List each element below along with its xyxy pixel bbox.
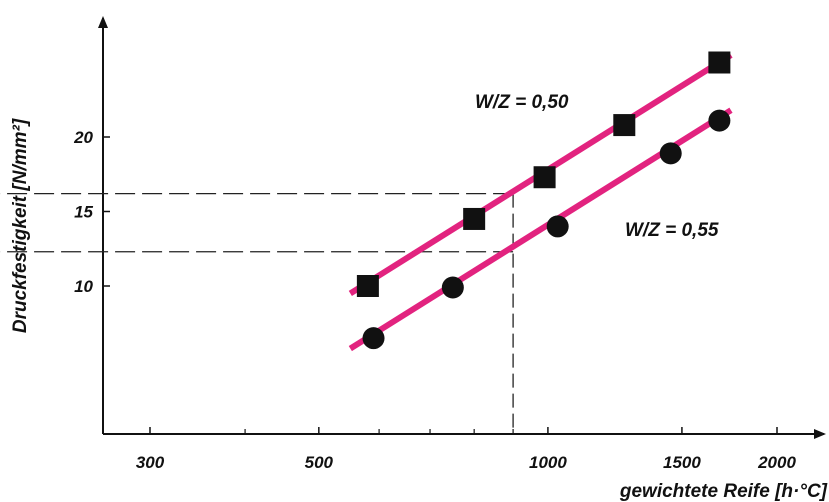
data-point-square (533, 166, 556, 189)
data-point-square (356, 275, 379, 297)
x-tick-label: 1000 (529, 453, 567, 472)
data-point-square (463, 207, 486, 230)
data-point-circle (441, 276, 464, 299)
x-tick-label: 500 (305, 453, 334, 472)
data-point-circle (659, 142, 682, 165)
data-point-square (613, 114, 636, 137)
axes: 300 500 1000 1500 2000 10 15 20 (73, 16, 826, 472)
data-point-circle (546, 215, 569, 238)
y-tick-label: 15 (74, 203, 93, 222)
guide-lines (0, 192, 514, 434)
y-tick-label: 20 (73, 128, 93, 147)
x-axis-title: gewichtete Reife [h·°C] (619, 481, 828, 502)
data-points (356, 51, 731, 350)
series-label-wz-055: W/Z = 0,55 (625, 220, 719, 241)
data-point-circle (362, 327, 385, 350)
y-tick-label: 10 (74, 277, 93, 296)
data-point-circle (708, 109, 731, 132)
series-label-wz-050: W/Z = 0,50 (475, 92, 569, 113)
x-tick-label: 300 (136, 453, 165, 472)
data-point-square (708, 51, 731, 74)
labels: gewichtete Reife [h·°C] Druckfestigkeit [… (10, 92, 828, 502)
x-tick-label: 1500 (663, 453, 701, 472)
y-axis-title: Druckfestigkeit [N/mm²] (10, 118, 31, 333)
x-tick-label: 2000 (757, 453, 796, 472)
